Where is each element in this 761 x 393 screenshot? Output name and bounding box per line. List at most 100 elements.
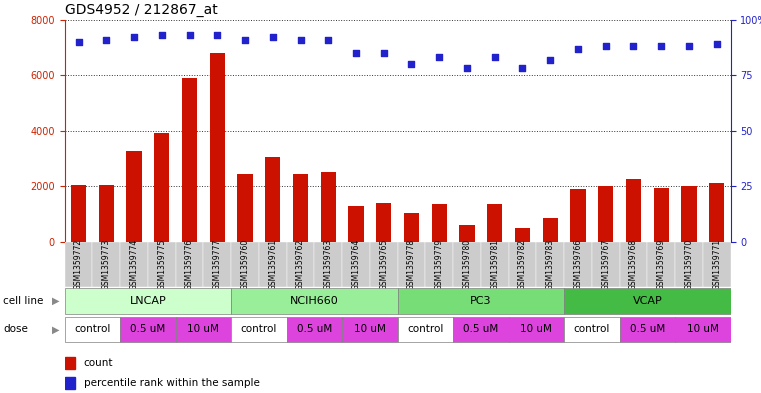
Bar bbox=[508, 242, 537, 287]
Point bbox=[128, 34, 140, 40]
Point bbox=[683, 43, 695, 50]
Text: GSM1359780: GSM1359780 bbox=[463, 239, 472, 290]
Bar bbox=[120, 242, 148, 287]
Text: GSM1359771: GSM1359771 bbox=[712, 239, 721, 290]
Bar bbox=[120, 317, 176, 342]
Text: GSM1359762: GSM1359762 bbox=[296, 239, 305, 290]
Bar bbox=[619, 317, 675, 342]
Bar bbox=[314, 242, 342, 287]
Point bbox=[350, 50, 362, 56]
Text: GDS4952 / 212867_at: GDS4952 / 212867_at bbox=[65, 3, 218, 17]
Bar bbox=[65, 357, 75, 369]
Text: GSM1359774: GSM1359774 bbox=[129, 239, 139, 290]
Bar bbox=[293, 174, 308, 242]
Bar bbox=[592, 242, 619, 287]
Bar bbox=[65, 242, 92, 287]
Point bbox=[212, 32, 224, 39]
Bar bbox=[209, 53, 225, 242]
Bar bbox=[397, 317, 453, 342]
Point bbox=[239, 37, 251, 43]
Bar bbox=[71, 185, 86, 242]
Text: NCIH660: NCIH660 bbox=[290, 296, 339, 306]
Text: LNCAP: LNCAP bbox=[129, 296, 167, 306]
Bar bbox=[709, 184, 724, 242]
Bar bbox=[342, 242, 370, 287]
Bar bbox=[515, 228, 530, 242]
Bar bbox=[397, 242, 425, 287]
Bar bbox=[320, 172, 336, 242]
Bar bbox=[237, 174, 253, 242]
Bar bbox=[265, 157, 280, 242]
Text: 10 uM: 10 uM bbox=[687, 324, 718, 334]
Point bbox=[377, 50, 390, 56]
Bar bbox=[376, 203, 391, 242]
Bar bbox=[703, 242, 731, 287]
Bar bbox=[349, 206, 364, 242]
Bar bbox=[675, 242, 703, 287]
Text: GSM1359765: GSM1359765 bbox=[379, 239, 388, 290]
Bar bbox=[148, 242, 176, 287]
Text: GSM1359769: GSM1359769 bbox=[657, 239, 666, 290]
Bar bbox=[598, 186, 613, 242]
Text: 0.5 uM: 0.5 uM bbox=[130, 324, 166, 334]
Text: GSM1359783: GSM1359783 bbox=[546, 239, 555, 290]
Text: control: control bbox=[574, 324, 610, 334]
Text: ▶: ▶ bbox=[52, 324, 59, 334]
Text: 0.5 uM: 0.5 uM bbox=[629, 324, 665, 334]
Point bbox=[322, 37, 334, 43]
Bar bbox=[126, 151, 142, 242]
Text: GSM1359770: GSM1359770 bbox=[684, 239, 693, 290]
Bar bbox=[99, 185, 114, 242]
Bar bbox=[431, 204, 447, 242]
Point bbox=[711, 41, 723, 47]
Bar bbox=[537, 242, 564, 287]
Text: PC3: PC3 bbox=[470, 296, 492, 306]
Text: 10 uM: 10 uM bbox=[521, 324, 552, 334]
Bar bbox=[231, 317, 287, 342]
Bar bbox=[203, 242, 231, 287]
Text: GSM1359779: GSM1359779 bbox=[435, 239, 444, 290]
Text: GSM1359768: GSM1359768 bbox=[629, 239, 638, 290]
Bar bbox=[487, 204, 502, 242]
Text: GSM1359775: GSM1359775 bbox=[158, 239, 167, 290]
Bar bbox=[675, 317, 731, 342]
Text: GSM1359782: GSM1359782 bbox=[518, 239, 527, 290]
Text: control: control bbox=[407, 324, 444, 334]
Point bbox=[266, 34, 279, 40]
Bar bbox=[176, 317, 231, 342]
Text: dose: dose bbox=[3, 324, 28, 334]
Text: control: control bbox=[75, 324, 110, 334]
Bar bbox=[404, 213, 419, 242]
Bar bbox=[460, 225, 475, 242]
Text: 10 uM: 10 uM bbox=[354, 324, 386, 334]
Text: GSM1359764: GSM1359764 bbox=[352, 239, 361, 290]
Text: control: control bbox=[240, 324, 277, 334]
Text: count: count bbox=[84, 358, 113, 368]
Point bbox=[461, 65, 473, 72]
Bar bbox=[425, 242, 453, 287]
Text: ▶: ▶ bbox=[52, 296, 59, 306]
Bar bbox=[182, 78, 197, 242]
Bar bbox=[453, 317, 508, 342]
Bar bbox=[648, 242, 675, 287]
Point bbox=[72, 39, 84, 45]
Bar bbox=[564, 317, 619, 342]
Point bbox=[600, 43, 612, 50]
Text: GSM1359773: GSM1359773 bbox=[102, 239, 111, 290]
Text: GSM1359778: GSM1359778 bbox=[407, 239, 416, 290]
Bar bbox=[259, 242, 287, 287]
Bar bbox=[176, 242, 203, 287]
Point bbox=[295, 37, 307, 43]
Bar bbox=[564, 288, 731, 314]
Point bbox=[183, 32, 196, 39]
Point bbox=[655, 43, 667, 50]
Bar bbox=[154, 134, 170, 242]
Bar bbox=[453, 242, 481, 287]
Bar bbox=[397, 288, 564, 314]
Bar bbox=[619, 242, 648, 287]
Bar bbox=[65, 288, 231, 314]
Bar bbox=[508, 317, 564, 342]
Text: GSM1359766: GSM1359766 bbox=[574, 239, 582, 290]
Point bbox=[572, 45, 584, 51]
Text: 0.5 uM: 0.5 uM bbox=[463, 324, 498, 334]
